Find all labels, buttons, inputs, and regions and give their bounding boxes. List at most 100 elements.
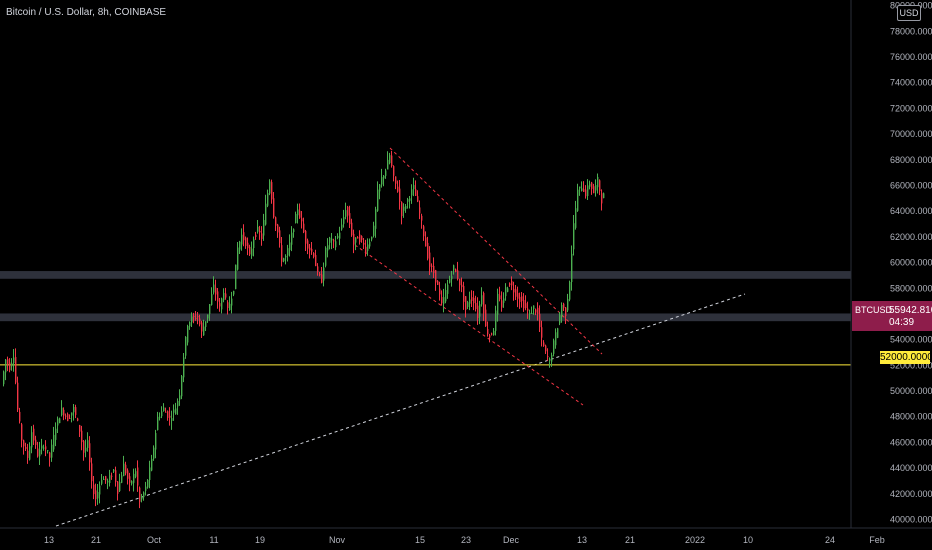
candle-body (595, 185, 597, 191)
candle-body (147, 479, 149, 488)
time-tick-label: 21 (91, 535, 101, 545)
candle-body (403, 206, 405, 211)
candle (595, 179, 597, 197)
candle-body (149, 467, 151, 480)
candle-body (179, 395, 181, 400)
candle (157, 411, 159, 431)
candle (237, 242, 239, 271)
candle (277, 223, 279, 238)
candle (297, 203, 299, 224)
candle-body (133, 473, 135, 483)
candle (69, 414, 71, 420)
support-zone-1[interactable] (0, 313, 851, 322)
chart-title: Bitcoin / U.S. Dollar, 8h, COINBASE (6, 7, 167, 18)
candle (169, 407, 171, 426)
candle-body (151, 458, 153, 471)
candle (145, 481, 147, 496)
candle-body (473, 297, 475, 304)
candle-body (557, 328, 559, 338)
candle (43, 444, 45, 451)
candle-body (17, 382, 19, 410)
candle-body (223, 292, 225, 301)
candle-body (331, 238, 333, 241)
candle (215, 279, 217, 301)
candle-body (257, 226, 259, 232)
candle (445, 283, 447, 304)
candle-body (307, 240, 309, 249)
candle-body (521, 296, 523, 302)
candle-body (39, 449, 41, 457)
support-zone-0[interactable] (0, 271, 851, 279)
candle (95, 483, 97, 507)
candle-body (31, 432, 33, 448)
candle-body (157, 416, 159, 431)
candle-body (303, 223, 305, 233)
candle (295, 211, 297, 224)
candle (149, 460, 151, 489)
candle-body (339, 232, 341, 239)
candle (219, 298, 221, 312)
candle-body (169, 415, 171, 418)
candle (463, 281, 465, 310)
candle-body (63, 409, 65, 416)
candle-body (229, 303, 231, 311)
ascending-trendline (55, 293, 746, 527)
candle-body (209, 304, 211, 314)
candle (235, 264, 237, 290)
candle-body (459, 278, 461, 286)
candle (417, 190, 419, 203)
candle-body (441, 297, 443, 304)
price-axis[interactable]: 40000.0000 42000.0000 44000.0000 46000.0000… (890, 1, 932, 525)
candle-body (439, 288, 441, 295)
candle (451, 270, 453, 287)
candle (185, 336, 187, 359)
candle (437, 280, 439, 285)
candle-body (371, 236, 373, 240)
candle-body (591, 182, 593, 189)
candle (247, 237, 249, 256)
candle (11, 358, 13, 371)
candle-body (565, 307, 567, 317)
candle-body (11, 363, 13, 367)
price-tick-label: 62000.0000 (890, 232, 932, 242)
candle (241, 228, 243, 251)
candle (243, 224, 245, 247)
time-axis[interactable]: 13 21 Oct 11 19 Nov 15 23 Dec 13 21 2022 10 24 Feb (44, 535, 885, 545)
candle (327, 238, 329, 258)
candle-body (293, 229, 295, 233)
candle-body (563, 303, 565, 308)
candle-body (313, 253, 315, 257)
candle-body (87, 440, 89, 448)
candle (255, 231, 257, 240)
candle (307, 238, 309, 255)
candle-body (487, 329, 489, 335)
candle (529, 309, 531, 320)
candle (441, 290, 443, 306)
candle-body (411, 189, 413, 196)
candle-body (417, 196, 419, 202)
candle-body (95, 490, 97, 500)
candle-body (533, 305, 535, 309)
candle-body (53, 434, 55, 450)
candle (589, 180, 591, 190)
candle (555, 328, 557, 349)
candle (59, 417, 61, 424)
candle-body (277, 224, 279, 233)
candle-body (271, 182, 273, 200)
candle-body (345, 210, 347, 217)
candle-body (559, 315, 561, 324)
candle (125, 461, 127, 476)
candle (455, 268, 457, 273)
time-tick-label: 23 (461, 535, 471, 545)
candle (329, 236, 331, 250)
currency-button[interactable]: USD (897, 5, 921, 21)
candle (365, 239, 367, 257)
candle (15, 348, 17, 385)
candle-body (551, 354, 553, 362)
candle (207, 314, 209, 323)
candle-body (415, 189, 417, 196)
candle-body (547, 356, 549, 358)
candle-body (393, 166, 395, 176)
candle (381, 168, 383, 188)
